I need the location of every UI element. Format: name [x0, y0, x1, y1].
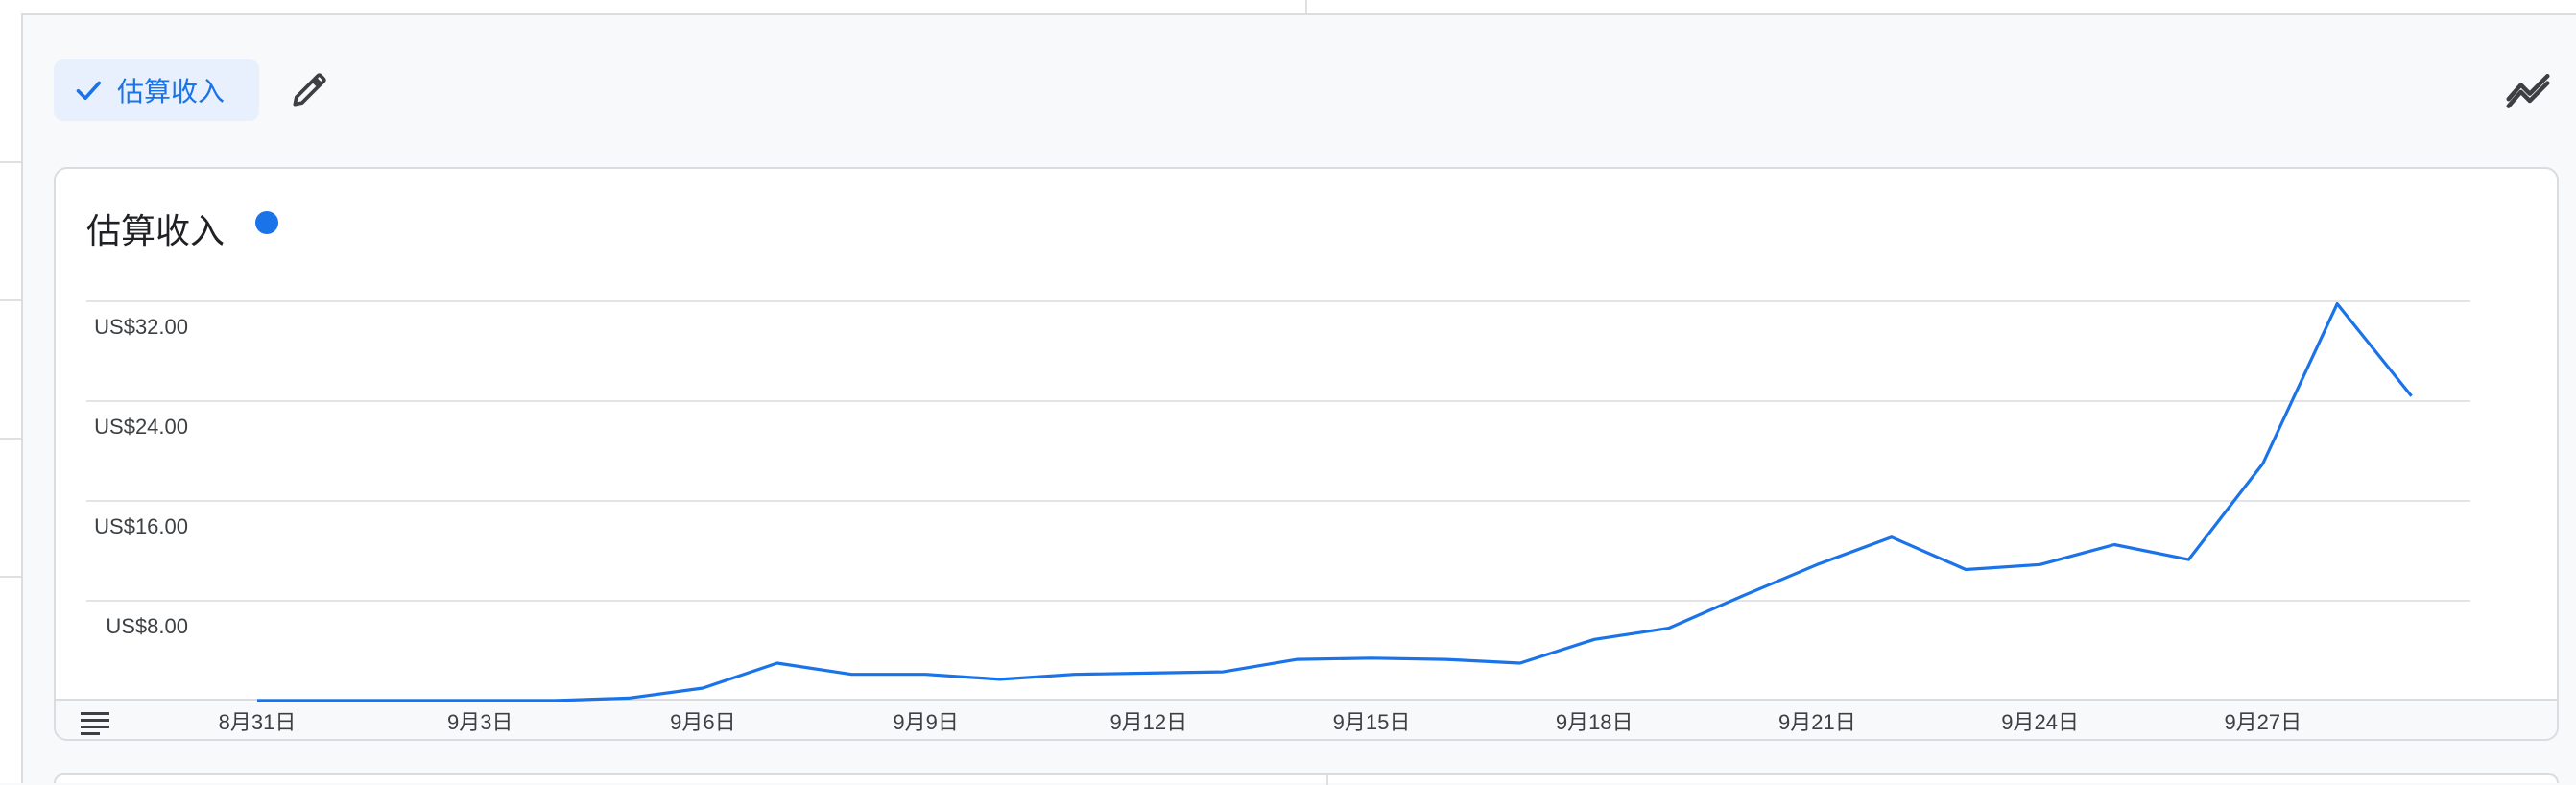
- data-point[interactable]: [920, 669, 932, 680]
- data-point[interactable]: [1217, 666, 1228, 678]
- metric-chip-estimated-revenue[interactable]: 估算收入: [54, 59, 259, 121]
- x-tick-label: 8月31日: [219, 710, 297, 734]
- data-point[interactable]: [994, 674, 1006, 685]
- pencil-icon[interactable]: [288, 69, 330, 111]
- rail-tick: [0, 161, 21, 163]
- x-axis-bar: [56, 699, 2557, 739]
- check-icon: [76, 81, 102, 101]
- data-point[interactable]: [2182, 554, 2194, 565]
- data-point[interactable]: [1515, 657, 1526, 669]
- legend-dot: [255, 211, 278, 234]
- data-point[interactable]: [1663, 623, 1675, 634]
- data-point[interactable]: [1886, 532, 1897, 543]
- y-tick-label: US$32.00: [94, 315, 188, 339]
- data-point[interactable]: [474, 695, 486, 706]
- data-point[interactable]: [1960, 564, 1971, 576]
- x-tick-label: 9月21日: [1778, 710, 1856, 734]
- metric-chip-label: 估算收入: [117, 77, 226, 107]
- data-point[interactable]: [697, 682, 708, 694]
- y-tick-label: US$16.00: [94, 514, 188, 538]
- x-tick-label: 9月3日: [447, 710, 513, 734]
- rail-tick: [0, 438, 21, 440]
- data-point[interactable]: [1366, 653, 1377, 664]
- chart-title: 估算收入: [86, 211, 226, 250]
- x-tick-label: 9月27日: [2224, 710, 2302, 734]
- data-point[interactable]: [2331, 298, 2343, 310]
- data-point[interactable]: [772, 657, 783, 669]
- y-tick-label: US$8.00: [106, 614, 188, 638]
- data-point[interactable]: [1068, 669, 1080, 680]
- y-tick-label: US$24.00: [94, 415, 188, 439]
- x-tick-label: 9月24日: [2001, 710, 2079, 734]
- data-point[interactable]: [2406, 391, 2418, 402]
- data-point[interactable]: [1737, 590, 1749, 602]
- rail-tick: [0, 576, 21, 578]
- data-point[interactable]: [1588, 633, 1600, 645]
- previous-section-edge: [21, 0, 2576, 15]
- table-view-icon[interactable]: [81, 710, 109, 735]
- data-point[interactable]: [325, 695, 337, 706]
- data-point[interactable]: [623, 692, 634, 703]
- data-point[interactable]: [1143, 667, 1155, 678]
- data-point[interactable]: [2257, 458, 2269, 469]
- data-point[interactable]: [549, 695, 561, 706]
- data-point[interactable]: [846, 669, 857, 680]
- chart-card: 估算收入 US$8.00 US$16.00 US$24.00 US$32.00 8月31…: [54, 167, 2559, 741]
- data-point[interactable]: [2035, 559, 2046, 570]
- data-point[interactable]: [400, 695, 412, 706]
- data-point[interactable]: [251, 695, 263, 706]
- data-point[interactable]: [1440, 654, 1451, 665]
- rail-tick: [0, 299, 21, 301]
- line-chart: US$8.00 US$16.00 US$24.00 US$32.00 8月31日 9月3日…: [86, 298, 2470, 734]
- column-divider: [1326, 775, 1328, 785]
- next-section-edge: [54, 773, 2559, 785]
- x-tick-label: 9月18日: [1556, 710, 1634, 734]
- trend-compare-icon[interactable]: [2505, 69, 2551, 111]
- data-point[interactable]: [1811, 559, 1823, 570]
- series-line: [257, 302, 2413, 702]
- x-tick-label: 9月15日: [1333, 710, 1411, 734]
- x-tick-label: 9月6日: [670, 710, 735, 734]
- x-tick-label: 9月9日: [893, 710, 958, 734]
- data-point[interactable]: [1292, 654, 1303, 665]
- x-tick-label: 9月12日: [1109, 710, 1187, 734]
- left-rail: [0, 0, 23, 783]
- data-point[interactable]: [2109, 539, 2120, 551]
- column-divider: [1305, 0, 1307, 13]
